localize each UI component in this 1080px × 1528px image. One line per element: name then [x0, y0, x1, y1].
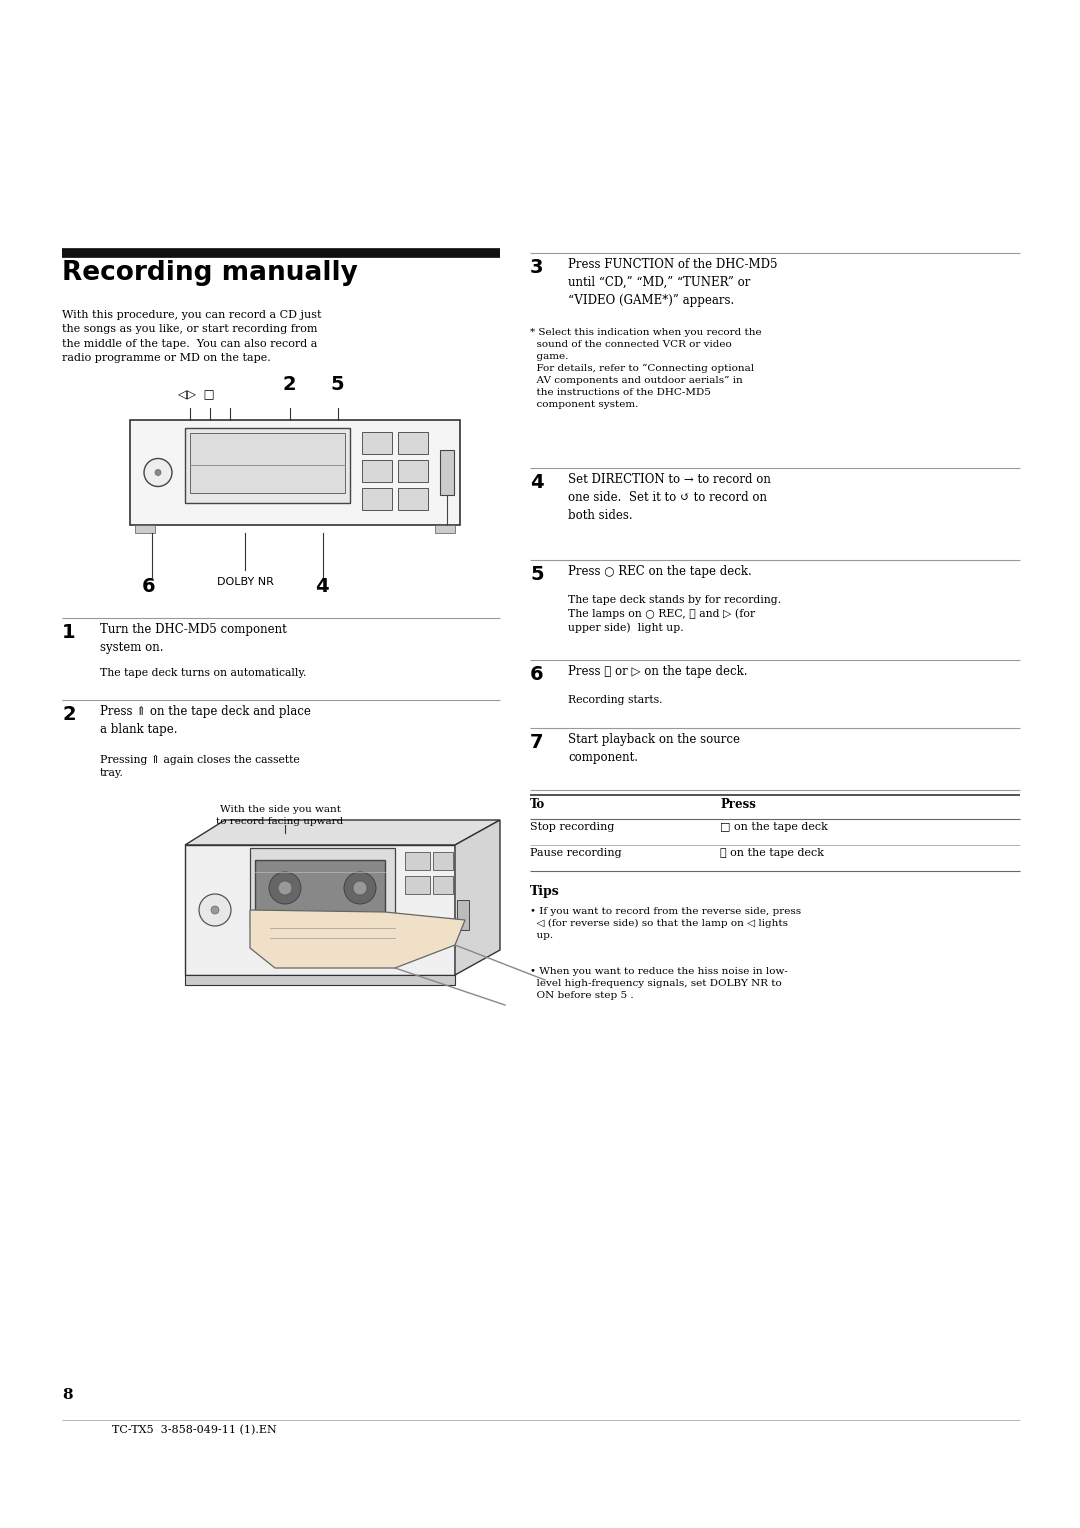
Circle shape [269, 872, 301, 905]
Bar [399, 460, 428, 481]
Circle shape [156, 469, 161, 475]
Text: Press ○ REC on the tape deck.: Press ○ REC on the tape deck. [568, 565, 752, 578]
Text: Recording manually: Recording manually [62, 260, 357, 286]
Text: ⏯ on the tape deck: ⏯ on the tape deck [720, 848, 824, 859]
Text: The tape deck turns on automatically.: The tape deck turns on automatically. [100, 668, 307, 678]
Bar [405, 853, 430, 869]
Bar [433, 853, 453, 869]
Bar [440, 451, 454, 495]
Text: 5: 5 [330, 374, 343, 394]
Polygon shape [185, 975, 455, 986]
Text: With the side you want
to record facing upward: With the side you want to record facing … [216, 805, 343, 825]
Bar [362, 460, 392, 481]
Bar [185, 428, 350, 503]
Text: 2: 2 [282, 374, 296, 394]
Text: * Select this indication when you record the
  sound of the connected VCR or vid: * Select this indication when you record… [530, 329, 761, 410]
Text: Stop recording: Stop recording [530, 822, 615, 833]
Circle shape [199, 894, 231, 926]
Text: 2: 2 [62, 704, 76, 724]
Circle shape [345, 872, 376, 905]
Bar [399, 487, 428, 510]
Bar [249, 848, 395, 927]
Text: 7: 7 [530, 733, 543, 752]
Circle shape [278, 882, 292, 895]
Text: The tape deck stands by for recording.
The lamps on ○ REC, ⏯ and ▷ (for
upper si: The tape deck stands by for recording. T… [568, 594, 781, 633]
Text: With this procedure, you can record a CD just
the songs as you like, or start re: With this procedure, you can record a CD… [62, 310, 322, 364]
Text: Set DIRECTION to → to record on
one side.  Set it to ↺ to record on
both sides.: Set DIRECTION to → to record on one side… [568, 474, 771, 523]
Text: Press FUNCTION of the DHC-MD5
until “CD,” “MD,” “TUNER” or
“VIDEO (GAME*)” appea: Press FUNCTION of the DHC-MD5 until “CD,… [568, 258, 778, 307]
Bar [433, 876, 453, 894]
Polygon shape [185, 821, 500, 845]
Bar [255, 860, 384, 915]
Text: DOLBY NR: DOLBY NR [217, 578, 274, 587]
Bar [399, 432, 428, 454]
Circle shape [144, 458, 172, 486]
Text: To: To [530, 798, 545, 811]
Text: 3: 3 [530, 258, 543, 277]
Bar [435, 526, 455, 533]
Text: 4: 4 [315, 578, 328, 596]
Text: • When you want to reduce the hiss noise in low-
  level high-frequency signals,: • When you want to reduce the hiss noise… [530, 967, 788, 999]
Polygon shape [185, 845, 455, 975]
Circle shape [353, 882, 367, 895]
Text: 1: 1 [62, 623, 76, 642]
Polygon shape [249, 911, 465, 969]
Bar [135, 526, 156, 533]
Bar [405, 876, 430, 894]
Text: ◁▷  □: ◁▷ □ [178, 388, 215, 400]
Bar [457, 900, 469, 931]
Text: Recording starts.: Recording starts. [568, 695, 662, 704]
Text: TC-TX5  3-858-049-11 (1).EN: TC-TX5 3-858-049-11 (1).EN [112, 1426, 276, 1435]
Text: Turn the DHC-MD5 component
system on.: Turn the DHC-MD5 component system on. [100, 623, 287, 654]
Text: Press ⏯ or ▷ on the tape deck.: Press ⏯ or ▷ on the tape deck. [568, 665, 747, 678]
Text: Tips: Tips [530, 885, 559, 898]
Text: Press ⇑ on the tape deck and place
a blank tape.: Press ⇑ on the tape deck and place a bla… [100, 704, 311, 736]
Text: • If you want to record from the reverse side, press
  ◁ (for reverse side) so t: • If you want to record from the reverse… [530, 908, 801, 940]
Text: Pause recording: Pause recording [530, 848, 622, 859]
Text: 5: 5 [530, 565, 543, 584]
Text: 6: 6 [141, 578, 156, 596]
Text: 4: 4 [530, 474, 543, 492]
Text: □ on the tape deck: □ on the tape deck [720, 822, 828, 833]
Polygon shape [455, 821, 500, 975]
Text: Pressing ⇑ again closes the cassette
tray.: Pressing ⇑ again closes the cassette tra… [100, 755, 300, 778]
Bar [190, 432, 345, 494]
Text: Press: Press [720, 798, 756, 811]
Text: Start playback on the source
component.: Start playback on the source component. [568, 733, 740, 764]
Text: 6: 6 [530, 665, 543, 685]
Bar [130, 420, 460, 526]
Bar [362, 432, 392, 454]
Text: 8: 8 [62, 1387, 72, 1403]
Bar [362, 487, 392, 510]
Circle shape [211, 906, 219, 914]
